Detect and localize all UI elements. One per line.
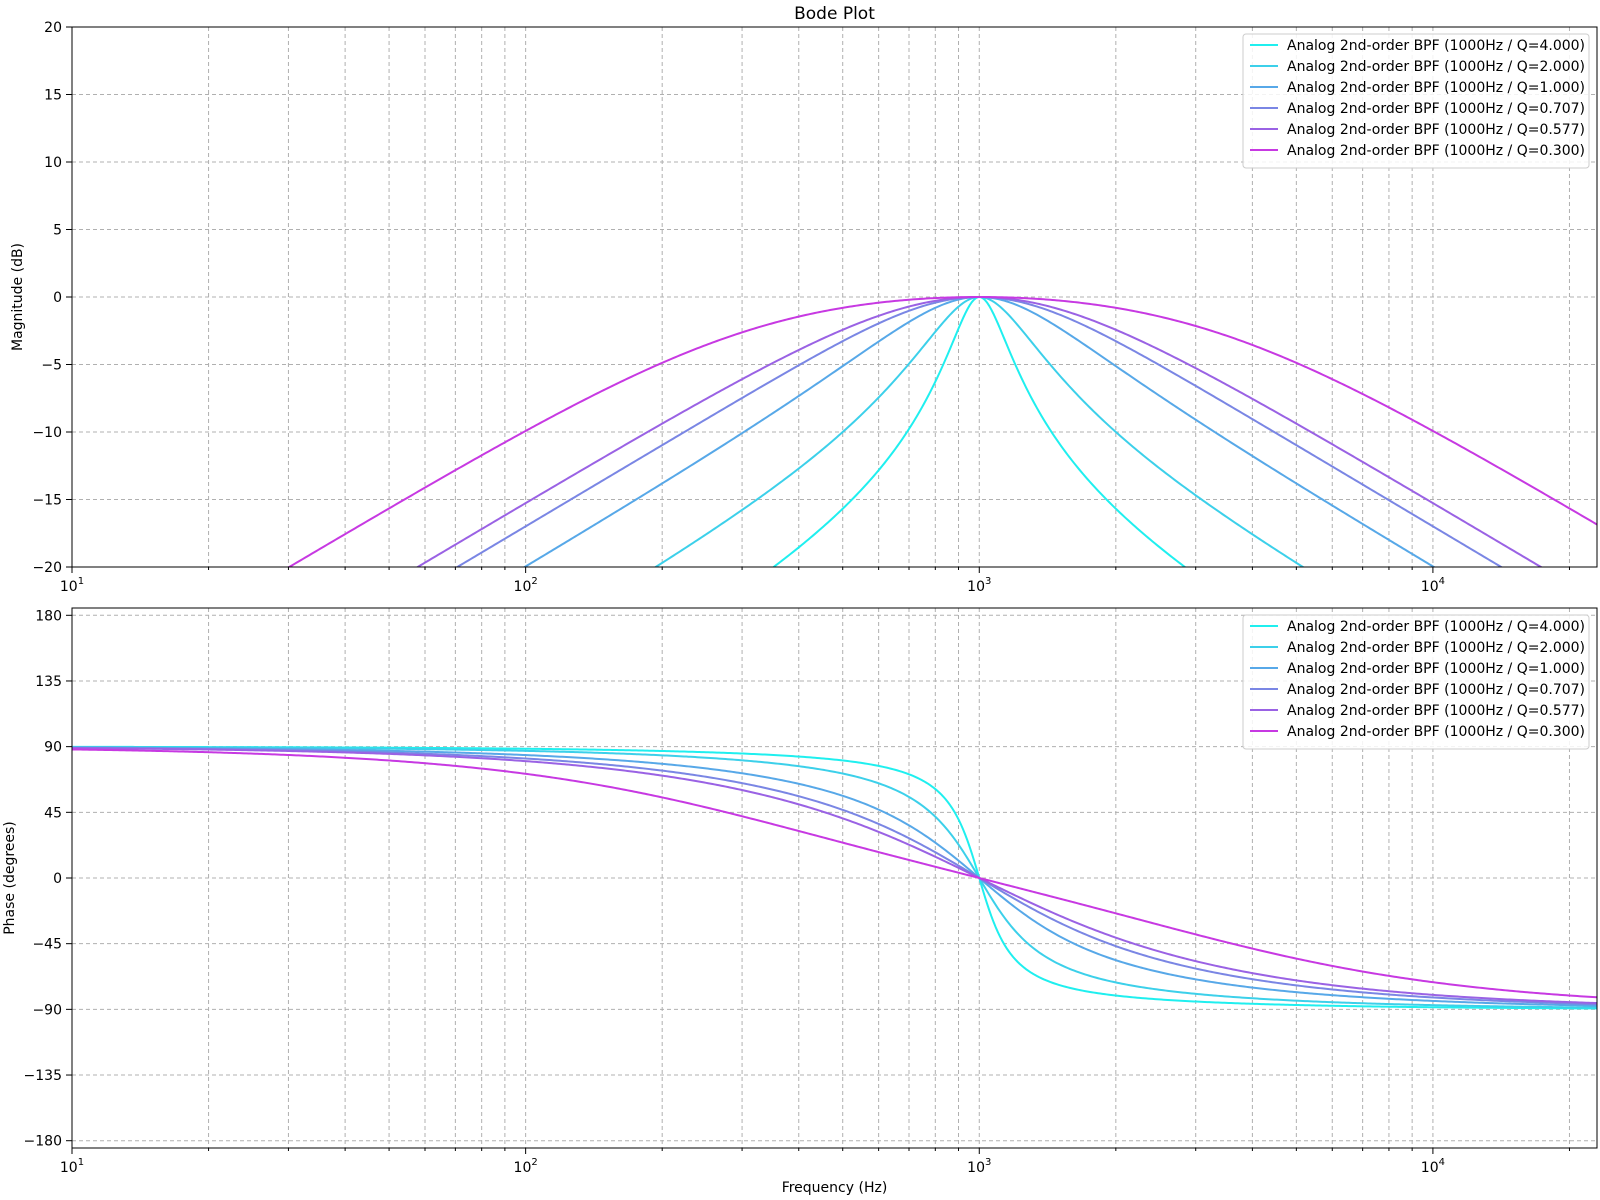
chart-title: Bode Plot <box>794 4 875 24</box>
legend-item: Analog 2nd-order BPF (1000Hz / Q=1.000) <box>1250 661 1585 677</box>
y-tick-label: −20 <box>32 560 62 576</box>
x-tick-label: 102 <box>514 1157 538 1176</box>
y-tick-label: −90 <box>32 1002 62 1018</box>
series-line-q0.577 <box>415 296 1543 567</box>
legend-label: Analog 2nd-order BPF (1000Hz / Q=2.000) <box>1287 640 1585 656</box>
y-tick-label: −5 <box>41 358 62 374</box>
series-line-q4 <box>771 296 1187 567</box>
legend-item: Analog 2nd-order BPF (1000Hz / Q=0.707) <box>1250 101 1585 117</box>
legend-label: Analog 2nd-order BPF (1000Hz / Q=4.000) <box>1287 38 1585 54</box>
series-line-q0.3 <box>287 296 1597 567</box>
series-lines <box>287 296 1597 567</box>
magnitude-panel: 101 102 103 104 20 15 10 5 0 −5 −10 −15 −20 Magnitude… <box>10 4 1598 595</box>
y-tick-label: 20 <box>44 20 62 36</box>
legend-label: Analog 2nd-order BPF (1000Hz / Q=0.300) <box>1287 724 1585 740</box>
y-tick-label: 45 <box>44 805 62 821</box>
series-line-q2 <box>653 296 1305 567</box>
x-tick-label: 103 <box>967 1157 991 1176</box>
x-tick-label: 103 <box>967 576 991 595</box>
legend-label: Analog 2nd-order BPF (1000Hz / Q=0.577) <box>1287 703 1585 719</box>
legend-item: Analog 2nd-order BPF (1000Hz / Q=2.000) <box>1250 640 1585 656</box>
x-tick-label: 104 <box>1421 1157 1445 1176</box>
legend-label: Analog 2nd-order BPF (1000Hz / Q=4.000) <box>1287 619 1585 635</box>
x-axis: 101 102 103 104 <box>60 567 1570 595</box>
phase-panel: 101 102 103 104 180 135 90 45 0 −45 −90 −135 −180 Pha… <box>2 607 1598 1196</box>
y-axis: 180 135 90 45 0 −45 −90 −135 −180 <box>24 608 72 1150</box>
y-tick-label: −15 <box>32 493 62 509</box>
y-tick-label: 135 <box>35 674 62 690</box>
y-tick-label: −135 <box>24 1068 62 1084</box>
y-tick-label: 180 <box>35 608 62 624</box>
y-tick-label: −45 <box>32 937 62 953</box>
legend-item: Analog 2nd-order BPF (1000Hz / Q=0.707) <box>1250 682 1585 698</box>
legend-item: Analog 2nd-order BPF (1000Hz / Q=0.577) <box>1250 703 1585 719</box>
series-line-q1 <box>72 746 1597 1007</box>
x-axis-label: Frequency (Hz) <box>782 1180 888 1196</box>
legend-item: Analog 2nd-order BPF (1000Hz / Q=1.000) <box>1250 80 1585 96</box>
y-tick-label: −10 <box>32 425 62 441</box>
legend-item: Analog 2nd-order BPF (1000Hz / Q=4.000) <box>1250 38 1585 54</box>
legend-item: Analog 2nd-order BPF (1000Hz / Q=0.300) <box>1250 143 1585 159</box>
legend-label: Analog 2nd-order BPF (1000Hz / Q=0.577) <box>1287 122 1585 138</box>
series-line-q2 <box>72 746 1597 1009</box>
x-tick-label: 102 <box>514 576 538 595</box>
legend-label: Analog 2nd-order BPF (1000Hz / Q=0.707) <box>1287 682 1585 698</box>
y-axis: 20 15 10 5 0 −5 −10 −15 −20 <box>32 20 72 576</box>
legend-label: Analog 2nd-order BPF (1000Hz / Q=1.000) <box>1287 661 1585 677</box>
series-lines <box>72 745 1597 1010</box>
legend-label: Analog 2nd-order BPF (1000Hz / Q=1.000) <box>1287 80 1585 96</box>
x-tick-label: 104 <box>1421 576 1445 595</box>
grid <box>71 26 1597 568</box>
legend-box <box>1242 33 1590 169</box>
y-tick-label: 15 <box>44 88 62 104</box>
legend-item: Analog 2nd-order BPF (1000Hz / Q=0.577) <box>1250 122 1585 138</box>
series-line-q0.707 <box>455 296 1504 567</box>
series-line-q1 <box>522 296 1436 567</box>
y-tick-label: −180 <box>24 1134 62 1150</box>
y-tick-label: 0 <box>53 290 62 306</box>
legend-box <box>1242 614 1590 750</box>
series-line-q0.3 <box>72 748 1597 999</box>
y-axis-label: Magnitude (dB) <box>10 243 26 351</box>
legend-item: Analog 2nd-order BPF (1000Hz / Q=0.300) <box>1250 724 1585 740</box>
legend-item: Analog 2nd-order BPF (1000Hz / Q=4.000) <box>1250 619 1585 635</box>
x-axis: 101 102 103 104 <box>60 1148 1570 1176</box>
x-tick-label: 101 <box>60 1157 84 1176</box>
y-tick-label: 10 <box>44 155 62 171</box>
y-tick-label: 90 <box>44 740 62 756</box>
legend: Analog 2nd-order BPF (1000Hz / Q=4.000) A… <box>1242 33 1590 169</box>
series-line-q0.577 <box>72 747 1597 1005</box>
x-tick-label: 101 <box>60 576 84 595</box>
legend: Analog 2nd-order BPF (1000Hz / Q=4.000) A… <box>1242 614 1590 750</box>
y-tick-label: 5 <box>53 223 62 239</box>
y-tick-label: 0 <box>53 871 62 887</box>
legend-label: Analog 2nd-order BPF (1000Hz / Q=0.300) <box>1287 143 1585 159</box>
legend-label: Analog 2nd-order BPF (1000Hz / Q=2.000) <box>1287 59 1585 75</box>
legend-item: Analog 2nd-order BPF (1000Hz / Q=2.000) <box>1250 59 1585 75</box>
legend-label: Analog 2nd-order BPF (1000Hz / Q=0.707) <box>1287 101 1585 117</box>
y-axis-label: Phase (degrees) <box>2 821 18 935</box>
